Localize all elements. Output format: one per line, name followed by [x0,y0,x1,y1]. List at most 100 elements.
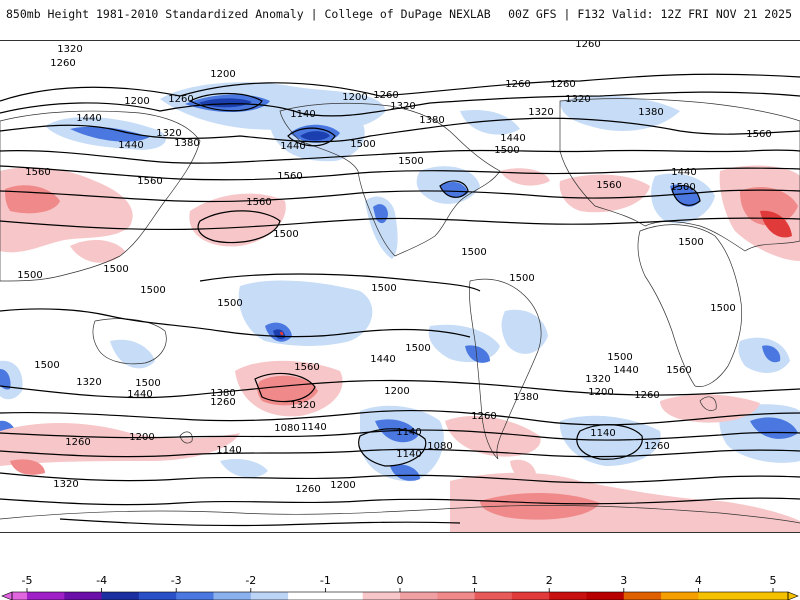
colorbar-swatch [64,592,103,600]
contour-label: 1320 [57,44,82,55]
contour-label: 1140 [590,428,615,439]
model-run-info: 00Z GFS | F132 Valid: 12Z FRI NOV 21 202… [508,7,792,21]
contour-label: 1140 [216,445,241,456]
colorbar: -5 -4 -3 -2 -1 0 1 2 3 4 5 [0,540,800,600]
contour-label: 1560 [25,167,50,178]
contour-label: 1200 [129,432,154,443]
colorbar-swatch [101,592,140,600]
contour-label: 1260 [168,94,193,105]
contour-label: 1560 [277,171,302,182]
contour-label: 1500 [670,182,695,193]
contour-label: 1500 [103,264,128,275]
contour-label: 1440 [500,133,525,144]
colorbar-swatch [176,592,214,600]
colorbar-tick-label: 1 [471,574,478,587]
coastline-antarctica [0,505,800,524]
contour-label: 1260 [644,441,669,452]
contour-label: 1560 [137,176,162,187]
contour-label: 1320 [390,101,415,112]
contour-label: 1380 [210,388,235,399]
contour-label: 1500 [34,360,59,371]
contour-label: 1500 [710,303,735,314]
colorbar-tick-label: 2 [546,574,553,587]
contour-label: 1500 [135,378,160,389]
contour-label: 1080 [427,441,452,452]
contour-label: 1560 [596,180,621,191]
colorbar-swatch [735,592,774,600]
contour-label: 1260 [575,41,600,50]
colorbar-swatch [213,592,252,600]
contour-label: 1260 [50,58,75,69]
contour-label: 1500 [140,285,165,296]
map-canvas: 1260132012601260120012601260120012601260… [0,41,800,532]
contour-label: 1140 [396,449,421,460]
contour-label: 1380 [174,138,199,149]
contour-label: 1440 [613,365,638,376]
colorbar-swatch [474,592,513,600]
colorbar-swatches [1,591,799,600]
contour-label: 1500 [273,229,298,240]
contour-label: 1500 [509,273,534,284]
contour-label: 1200 [342,92,367,103]
contour-label: 1500 [461,247,486,258]
contour-label: 1500 [398,156,423,167]
contour-label: 1560 [294,362,319,373]
contour-label: 1200 [210,69,235,80]
colorbar-swatch [138,592,177,600]
contour-label: 1320 [585,374,610,385]
colorbar-swatch [362,592,401,600]
colorbar-max-arrow [787,591,799,600]
colorbar-swatch [511,592,550,600]
contour-label: 1380 [419,115,444,126]
colorbar-swatch [437,592,476,600]
contour-label: 1500 [405,343,430,354]
contour-label: 1500 [17,270,42,281]
contour-label: 1320 [156,128,181,139]
colorbar-tick-label: 4 [695,574,702,587]
contour-label: 1500 [607,352,632,363]
contour-label: 1260 [634,390,659,401]
contour-label: 1260 [65,437,90,448]
colorbar-swatch [698,592,737,600]
colorbar-tick-label: -5 [22,574,33,587]
colorbar-swatch [549,592,587,600]
contour-label: 1260 [471,411,496,422]
contour-label: 1140 [301,422,326,433]
colorbar-swatch [250,592,289,600]
coastline-south-america [469,278,542,460]
contour-label: 1140 [396,427,421,438]
contour-label: 1320 [76,377,101,388]
contour-label: 1440 [370,354,395,365]
colorbar-min-arrow [1,591,13,600]
anomaly-negative-california [365,196,398,259]
coastlines [0,98,800,524]
colorbar-svg: -5 -4 -3 -2 -1 0 1 2 3 4 5 [1,574,799,600]
colorbar-tick-label: -2 [245,574,256,587]
contour-label: 1440 [280,141,305,152]
contour-label: 1500 [350,139,375,150]
contour-label: 1440 [671,167,696,178]
colorbar-swatch [288,592,326,600]
colorbar-tick-label: -3 [171,574,182,587]
contour-label: 1500 [678,237,703,248]
contour-label: 1320 [565,94,590,105]
colorbar-tick-label: 0 [397,574,404,587]
colorbar-ticks: -5 -4 -3 -2 -1 0 1 2 3 4 5 [22,574,777,592]
anomaly-map: 1260132012601260120012601260120012601260… [0,40,800,533]
colorbar-swatch [586,592,625,600]
colorbar-tick-label: -4 [96,574,107,587]
colorbar-swatch [400,592,438,600]
contour-label: 1380 [638,107,663,118]
colorbar-swatch [27,592,65,600]
map-title: 850mb Height 1981-2010 Standardized Anom… [6,7,491,21]
contour-label: 1560 [666,365,691,376]
contour-label: 1440 [118,140,143,151]
contour-label: 1260 [210,397,235,408]
colorbar-swatch [325,592,364,600]
height-contours [0,73,800,527]
contour-label: 1260 [373,90,398,101]
contour-label: 1260 [505,79,530,90]
contour-label: 1440 [127,389,152,400]
contour-labels: 1260132012601260120012601260120012601260… [17,41,771,495]
colorbar-swatch [661,592,699,600]
